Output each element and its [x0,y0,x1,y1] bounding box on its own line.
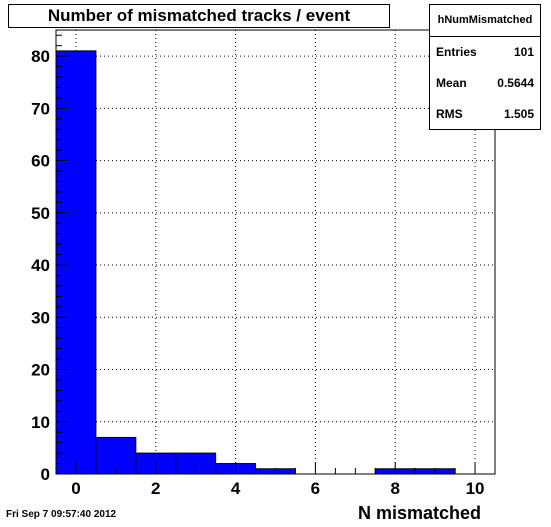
y-tick-label: 0 [41,465,50,484]
stats-entries-value: 101 [513,45,534,59]
x-tick-label: 10 [466,479,485,498]
plot-area [56,30,495,474]
x-tick-label: 8 [390,479,399,498]
stats-mean-value: 0.5644 [497,76,534,90]
y-tick-label: 20 [31,361,50,380]
stats-entries-label: Entries [436,45,477,59]
x-tick-label: 4 [231,479,241,498]
histogram-bar [95,436,137,475]
y-tick-label: 80 [31,47,50,66]
y-tick-label: 30 [31,308,50,327]
y-tick-label: 10 [31,413,50,432]
stats-mean-label: Mean [436,76,467,90]
stats-entries-row: Entries 101 [430,37,540,68]
stats-rms-label: RMS [436,107,463,121]
x-tick-label: 6 [311,479,320,498]
x-tick-label: 2 [151,479,160,498]
chart-title: Number of mismatched tracks / event [8,4,390,28]
y-tick-label: 60 [31,152,50,171]
stats-rms-value: 1.505 [503,107,534,121]
y-tick-label: 50 [31,204,50,223]
x-tick-label: 0 [71,479,80,498]
stats-mean-row: Mean 0.5644 [430,68,540,99]
stats-rms-row: RMS 1.505 [430,99,540,130]
y-tick-label: 70 [31,99,50,118]
y-tick-label: 40 [31,256,50,275]
timestamp-label: Fri Sep 7 09:57:40 2012 [6,509,117,520]
stats-box: hNumMismatched Entries 101 Mean 0.5644 R… [429,4,541,130]
histogram-bar [55,50,97,475]
stats-histogram-name: hNumMismatched [430,5,540,37]
x-axis-label: N mismatched [358,503,482,523]
